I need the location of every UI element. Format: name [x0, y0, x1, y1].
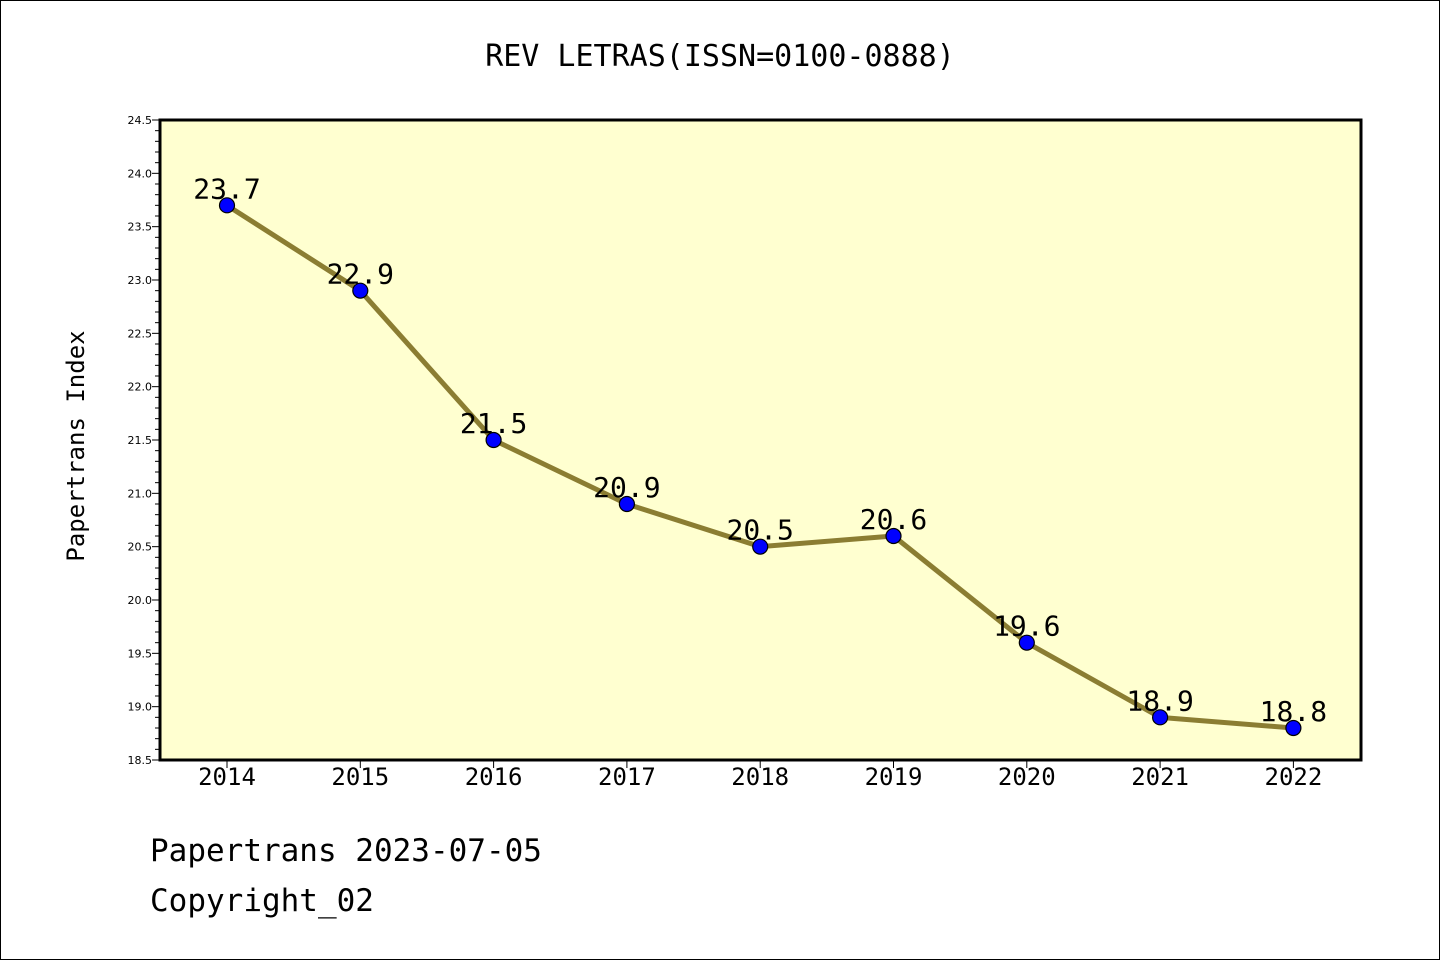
y-tick-label: 18.5 [128, 754, 153, 767]
x-tick-label: 2021 [1131, 763, 1189, 791]
data-point-marker [885, 527, 902, 545]
data-point-marker [1151, 709, 1169, 726]
data-label: 18.9 [1126, 684, 1193, 717]
y-tick-label: 19.5 [128, 647, 153, 660]
x-tick-label: 2017 [598, 763, 656, 791]
y-tick-label: 21.5 [128, 434, 153, 447]
data-label: 20.5 [726, 514, 793, 547]
x-tick-label: 2019 [865, 763, 923, 791]
y-tick-label: 20.0 [128, 594, 153, 607]
footer-copyright-text: Copyright_02 [150, 883, 374, 919]
data-label: 18.8 [1260, 695, 1327, 728]
y-tick-label: 23.0 [128, 274, 153, 287]
markers-layer [218, 197, 1302, 737]
data-point-marker [1285, 719, 1302, 737]
data-point-marker [485, 431, 502, 449]
x-tick-label: 2016 [465, 763, 523, 791]
axis-ticks: 18.5 19.0 19.5 20.0 20.5 21.0 21.5 22.0 22.5 23.0… [128, 114, 1323, 791]
data-labels-layer: 23.7 22.9 21.5 20.9 20.5 20.6 19.6 18.9 18.8 [193, 172, 1327, 728]
y-tick-label: 21.0 [128, 487, 153, 500]
y-tick-label: 24.0 [128, 167, 153, 180]
data-point-marker [618, 495, 636, 513]
data-point-marker [218, 197, 236, 214]
data-label: 21.5 [460, 407, 527, 440]
data-point-marker [352, 282, 369, 299]
y-tick-label: 20.5 [128, 541, 153, 554]
y-axis-label: Papertrans Index [62, 330, 90, 561]
x-tick-label: 2014 [198, 763, 256, 791]
y-tick-label: 22.5 [128, 327, 153, 340]
data-label: 20.9 [593, 471, 660, 504]
footer-date-text: Papertrans 2023-07-05 [150, 833, 542, 869]
x-tick-label: 2018 [731, 763, 789, 791]
chart-title: REV LETRAS(ISSN=0100-0888) [485, 39, 955, 74]
y-tick-label: 22.0 [128, 381, 153, 394]
data-label: 22.9 [327, 258, 394, 291]
x-tick-label: 2020 [998, 763, 1056, 791]
data-point-marker [1018, 634, 1035, 651]
x-tick-label: 2015 [331, 763, 389, 791]
y-tick-label: 24.5 [128, 114, 153, 127]
plot-area [160, 120, 1361, 760]
data-label: 20.6 [860, 503, 927, 536]
data-label: 23.7 [193, 172, 260, 205]
y-tick-label: 19.0 [128, 701, 153, 714]
x-tick-label: 2022 [1265, 763, 1323, 791]
plot-border [158, 118, 1363, 762]
data-point-marker [752, 538, 769, 555]
y-tick-label: 23.5 [128, 221, 153, 234]
data-label: 19.6 [993, 610, 1060, 643]
